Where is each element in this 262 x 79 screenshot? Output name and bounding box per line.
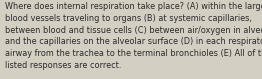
Text: Where does internal respiration take place? (A) within the larger
blood vessels : Where does internal respiration take pla… [5,2,262,70]
